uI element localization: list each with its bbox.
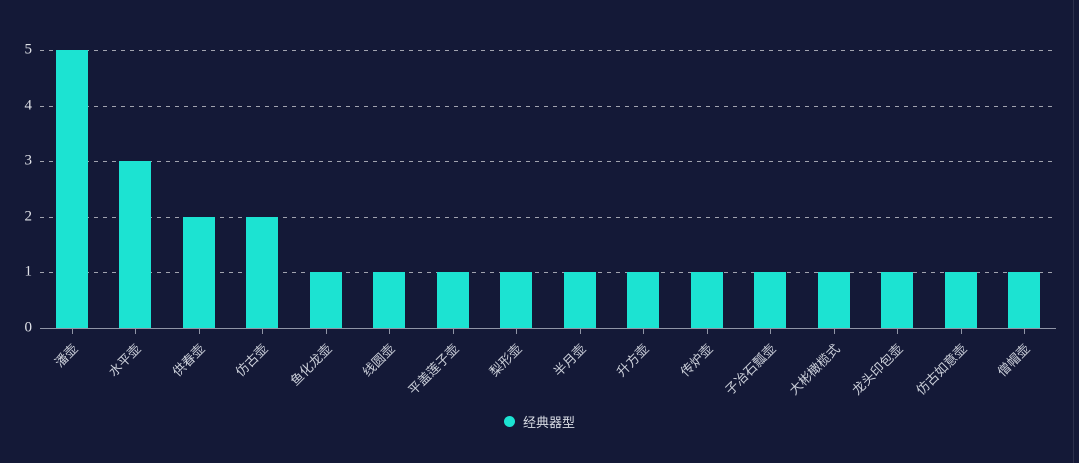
bar[interactable] (373, 272, 406, 328)
gridline-1 (40, 272, 1056, 274)
x-axis-label: 升方壶 (613, 341, 652, 380)
x-axis-label: 大彬橄榄式 (785, 341, 843, 398)
legend-item[interactable]: 经典器型 (0, 412, 1079, 431)
bar[interactable] (500, 272, 533, 328)
x-axis-tick (516, 329, 518, 334)
x-axis-label: 梨形壶 (486, 341, 525, 380)
x-axis-tick (325, 329, 327, 334)
legend-dot-icon (503, 416, 515, 427)
x-axis-label: 供春壶 (169, 341, 208, 380)
bar[interactable] (627, 272, 660, 328)
x-axis-tick (1024, 329, 1026, 334)
x-axis-tick (135, 329, 137, 334)
x-axis-label: 僧帽壶 (994, 341, 1033, 380)
bar[interactable] (881, 272, 914, 328)
x-axis-label: 仿古壶 (232, 341, 271, 380)
x-axis-tick (897, 329, 899, 334)
x-axis-label: 水平壶 (105, 341, 144, 380)
y-axis-label: 1 (24, 263, 33, 280)
x-axis-tick (262, 329, 264, 334)
x-axis-tick (960, 329, 962, 334)
x-axis-label: 潘壶 (51, 341, 81, 371)
bar[interactable] (563, 272, 596, 328)
x-axis-tick (643, 329, 645, 334)
gridline-2 (40, 216, 1056, 218)
legend-label: 经典器型 (522, 415, 575, 430)
gridline-4 (40, 105, 1056, 107)
y-axis-label: 5 (24, 41, 33, 58)
bar[interactable] (944, 272, 977, 328)
y-axis-label: 2 (24, 208, 33, 225)
x-axis-tick (833, 329, 835, 334)
bar[interactable] (246, 216, 279, 328)
bar[interactable] (817, 272, 850, 328)
x-axis-label: 半月壶 (550, 341, 589, 380)
gridline-3 (40, 161, 1056, 163)
bar[interactable] (119, 161, 152, 328)
bar[interactable] (55, 50, 88, 328)
x-axis-tick (770, 329, 772, 334)
y-axis-label: 4 (24, 97, 33, 114)
x-axis-label: 鱼化龙壶 (287, 341, 335, 389)
bar[interactable] (182, 216, 215, 328)
x-axis-label: 平盖莲子壶 (404, 341, 462, 398)
x-axis-label: 龙头印包壶 (849, 341, 906, 398)
y-axis-label: 0 (24, 319, 33, 336)
x-axis-tick (389, 329, 391, 334)
x-axis-label: 仿古如意壶 (912, 341, 970, 398)
gridline-5 (40, 50, 1056, 51)
bar[interactable] (436, 272, 469, 328)
bar[interactable] (309, 272, 342, 328)
x-axis-tick (452, 329, 454, 334)
x-axis-tick (198, 329, 200, 334)
x-axis-tick (71, 329, 73, 334)
x-axis-label: 子冶石瓢壶 (722, 341, 779, 398)
plot-area (40, 50, 1056, 329)
bar[interactable] (690, 272, 723, 328)
x-axis-label: 线圆壶 (359, 341, 398, 380)
bar[interactable] (1008, 272, 1041, 328)
y-axis-label: 3 (24, 152, 33, 169)
right-divider (1073, 0, 1074, 463)
bar[interactable] (754, 272, 787, 328)
x-axis-label: 传炉壶 (677, 341, 716, 380)
x-axis-tick (579, 329, 581, 334)
x-axis-tick (706, 329, 708, 334)
